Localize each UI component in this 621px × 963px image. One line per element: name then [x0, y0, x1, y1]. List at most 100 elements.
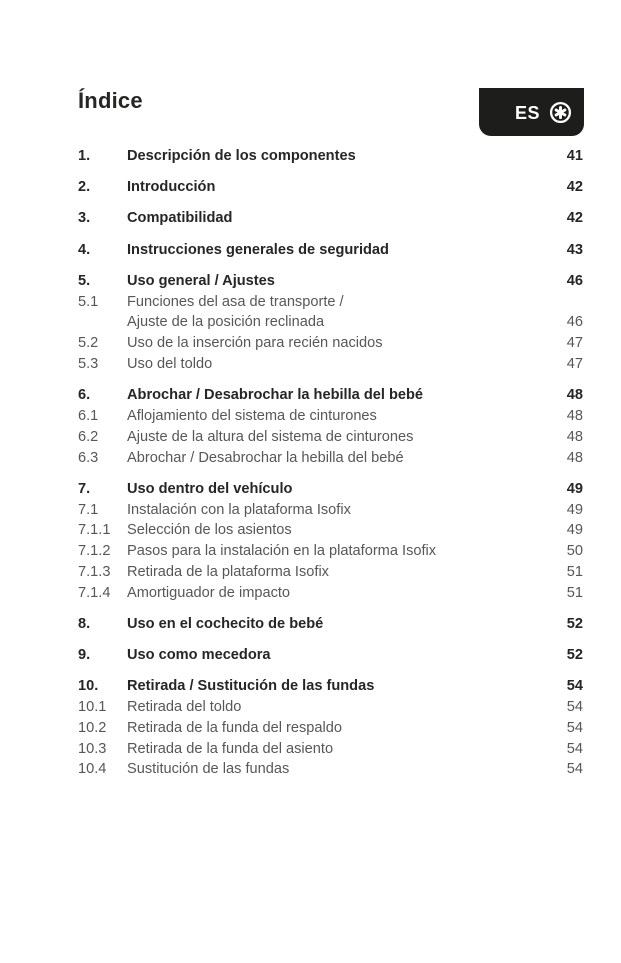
toc-row: 2. Introducción 42 [78, 177, 583, 198]
toc-entry-title-line: Selección de los asientos [127, 522, 292, 539]
toc-entry-number: 6. [78, 387, 91, 404]
toc-entry-number: 7. [78, 480, 91, 497]
toc-row: 7.1.3 Retirada de la plataforma Isofix 5… [78, 562, 583, 583]
toc-entry-title: Uso en el cochecito de bebé [127, 614, 553, 635]
toc-entry-title: Retirada de la funda del respaldo [127, 718, 553, 739]
toc-entry-page: 54 [566, 761, 583, 778]
toc-row: 3. Compatibilidad 42 [78, 208, 583, 229]
toc-entry-title-line: Abrochar / Desabrochar la hebilla del be… [127, 387, 424, 404]
toc-entry-title: Descripción de los componentes [127, 146, 553, 167]
toc-entry-page: 46 [566, 314, 583, 331]
toc-entry-page: 51 [566, 584, 583, 601]
toc-entry-title: Instrucciones generales de seguridad [127, 240, 553, 261]
toc-group: 9. Uso como mecedora 52 [78, 645, 583, 666]
toc-entry-title: Uso del toldo [127, 354, 553, 375]
toc-row: 7.1 Instalación con la plataforma Isofix… [78, 500, 583, 521]
toc-entry-title-line: Descripción de los componentes [127, 148, 356, 164]
toc-entry-number: 7.1.2 [78, 543, 111, 560]
toc-entry-title-line: Sustitución de las fundas [127, 761, 290, 778]
toc-entry-number: 6.1 [78, 407, 99, 424]
toc-entry-title-line: Uso de la inserción para recién nacidos [127, 335, 383, 352]
toc-entry-page: 42 [566, 210, 583, 227]
toc-entry-title: Abrochar / Desabrochar la hebilla del be… [127, 385, 553, 406]
toc-entry-page: 52 [566, 615, 583, 632]
toc-entry-number: 7.1 [78, 501, 99, 518]
toc-entry-page: 50 [566, 543, 583, 560]
toc-entry-title-line: Retirada de la funda del asiento [127, 740, 334, 757]
toc-entry-number: 6.2 [78, 428, 99, 445]
toc-entry-page: 46 [566, 272, 583, 289]
toc-entry-number: 4. [78, 241, 91, 258]
toc-entry-page: 54 [566, 699, 583, 716]
toc-entry-title: Abrochar / Desabrochar la hebilla del be… [127, 448, 553, 469]
toc-entry-title-line: Ajuste de la altura del sistema de cintu… [127, 428, 414, 445]
toc-entry-title: Funciones del asa de transporte / Ajuste … [127, 292, 553, 334]
toc-entry-title-line: Retirada del toldo [127, 699, 242, 716]
toc-entry-number: 5.3 [78, 355, 99, 372]
toc-group: 10. Retirada / Sustitución de las fundas… [78, 676, 583, 780]
toc-entry-page: 42 [566, 179, 583, 196]
toc-entry-title-line: Amortiguador de impacto [127, 584, 291, 601]
toc-row: 5.1 Funciones del asa de transporte / Aju… [78, 292, 583, 334]
toc-entry-title-line: Uso del toldo [127, 355, 213, 372]
toc-group: 5. Uso general / Ajustes 46 5.1 Funcione… [78, 271, 583, 375]
toc-entry-title-line: Instrucciones generales de seguridad [127, 241, 389, 258]
toc-entry-title: Aflojamiento del sistema de cinturones [127, 406, 553, 427]
toc-entry-title-line: Uso general / Ajustes [127, 272, 275, 289]
toc-entry-title: Uso general / Ajustes [127, 271, 553, 292]
toc-entry-number: 10.1 [78, 699, 107, 716]
toc-entry-number: 10.2 [78, 719, 107, 736]
language-badge: ES [479, 88, 584, 136]
toc-entry-number: 9. [78, 647, 91, 664]
toc-entry-number: 10.4 [78, 761, 107, 778]
toc-entry-title-line: Uso como mecedora [127, 647, 271, 664]
toc-entry-title-line: Compatibilidad [127, 210, 233, 227]
toc-group: 3. Compatibilidad 42 [78, 208, 583, 229]
toc-row: 1. Descripción de los componentes 41 [78, 146, 583, 167]
toc-entry-number: 1. [78, 148, 91, 164]
table-of-contents: 1. Descripción de los componentes 41 2. … [78, 146, 583, 780]
toc-row: 7.1.4 Amortiguador de impacto 51 [78, 583, 583, 604]
toc-entry-page: 43 [566, 241, 583, 258]
toc-row: 9. Uso como mecedora 52 [78, 645, 583, 666]
toc-entry-title-line: Retirada de la funda del respaldo [127, 719, 343, 736]
toc-row: 10.3 Retirada de la funda del asiento 54 [78, 739, 583, 760]
toc-entry-page: 48 [566, 428, 583, 445]
toc-entry-title-line: Uso dentro del vehículo [127, 480, 293, 497]
toc-group: 8. Uso en el cochecito de bebé 52 [78, 614, 583, 635]
toc-entry-number: 10.3 [78, 740, 107, 757]
toc-row: 7. Uso dentro del vehículo 49 [78, 479, 583, 500]
toc-entry-page: 51 [566, 563, 583, 580]
toc-entry-page: 52 [566, 647, 583, 664]
toc-entry-title: Retirada / Sustitución de las fundas [127, 676, 553, 697]
toc-entry-title: Compatibilidad [127, 208, 553, 229]
toc-group: 2. Introducción 42 [78, 177, 583, 198]
toc-entry-title-line: Introducción [127, 179, 216, 196]
toc-entry-title-line: Abrochar / Desabrochar la hebilla del be… [127, 449, 404, 466]
toc-row: 10.1 Retirada del toldo 54 [78, 697, 583, 718]
toc-row: 6.1 Aflojamiento del sistema de cinturon… [78, 406, 583, 427]
toc-entry-title: Instalación con la plataforma Isofix [127, 500, 553, 521]
toc-row: 10.2 Retirada de la funda del respaldo 5… [78, 718, 583, 739]
toc-entry-title: Selección de los asientos [127, 520, 553, 541]
toc-entry-title-line: Retirada / Sustitución de las fundas [127, 678, 375, 695]
toc-entry-number: 7.1.4 [78, 584, 111, 601]
toc-entry-number: 10. [78, 678, 99, 695]
circled-asterisk-icon [549, 101, 572, 124]
toc-entry-page: 48 [566, 449, 583, 466]
toc-row: 4. Instrucciones generales de seguridad … [78, 240, 583, 261]
toc-entry-number: 3. [78, 210, 91, 227]
toc-entry-number: 8. [78, 615, 91, 632]
toc-row: 5.3 Uso del toldo 47 [78, 354, 583, 375]
toc-entry-title: Ajuste de la altura del sistema de cintu… [127, 427, 553, 448]
toc-row: 5. Uso general / Ajustes 46 [78, 271, 583, 292]
toc-row: 6.2 Ajuste de la altura del sistema de c… [78, 427, 583, 448]
toc-entry-title: Sustitución de las fundas [127, 759, 553, 780]
toc-row: 6.3 Abrochar / Desabrochar la hebilla de… [78, 448, 583, 469]
toc-group: 6. Abrochar / Desabrochar la hebilla del… [78, 385, 583, 468]
page-title: Índice [78, 88, 143, 113]
toc-entry-title-line: Uso en el cochecito de bebé [127, 615, 324, 632]
toc-row: 7.1.2 Pasos para la instalación en la pl… [78, 541, 583, 562]
toc-entry-title: Introducción [127, 177, 553, 198]
toc-entry-page: 49 [566, 501, 583, 518]
